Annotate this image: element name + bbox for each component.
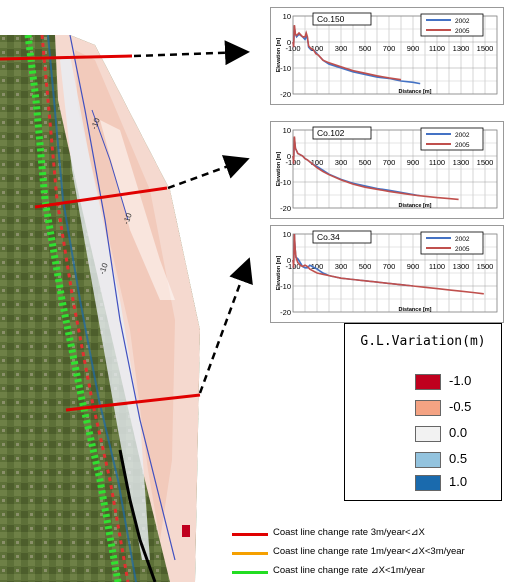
coastline-label: Coast line change rate 3m/year<⊿X [273, 527, 425, 538]
legend-swatch [415, 475, 441, 491]
x-tick-label: 900 [407, 44, 420, 53]
coastline-swatch [232, 533, 268, 536]
x-tick-label: 700 [383, 262, 396, 271]
x-tick-label: 1300 [453, 158, 470, 167]
x-tick-label: 700 [383, 158, 396, 167]
coastline-label: Coast line change rate ⊿X<1m/year [273, 565, 425, 576]
legend-swatch [415, 426, 441, 442]
y-axis-label: Elevation [m] [276, 38, 282, 73]
x-tick-label: 1500 [477, 44, 494, 53]
x-tick-label: 500 [359, 158, 372, 167]
y-tick-label: 0 [287, 152, 291, 161]
shoreline-green [24, 35, 122, 582]
x-tick-label: 100 [311, 262, 324, 271]
series-legend-box [420, 127, 484, 151]
legend-title: G.L.Variation(m) [360, 334, 486, 349]
y-tick-label: 0 [287, 38, 291, 47]
x-tick-label: 500 [359, 262, 372, 271]
y-tick-label: -20 [280, 308, 291, 317]
x-tick-label: 1100 [429, 44, 445, 53]
section-line-co102 [34, 186, 168, 209]
legend-label: -1.0 [449, 373, 472, 388]
series-legend-box [420, 13, 484, 37]
series-legend-label: 2002 [455, 132, 470, 139]
x-tick-label: -100 [285, 44, 300, 53]
coastline-swatch [232, 552, 268, 555]
y-tick-label: -20 [280, 90, 291, 99]
gl-variation-legend: G.L.Variation(m) -1.0 -0.5 0.0 0.5 1.0 [344, 323, 502, 501]
x-tick-label: 300 [335, 44, 348, 53]
x-tick-label: 700 [383, 44, 396, 53]
section-line-co34 [65, 393, 201, 412]
series-legend-label: 2002 [455, 18, 470, 25]
profile-label: Co.102 [317, 128, 345, 138]
profile-label: Co.34 [317, 232, 340, 242]
coastline-legend-item: Coast line change rate ⊿X<1m/year [232, 565, 513, 579]
x-tick-label: 1100 [429, 262, 445, 271]
legend-swatch [415, 374, 441, 390]
profile-chart-co34: 10 0 -10 -20 -100 100 300 500 700 900 1100 1300 1500… [270, 225, 504, 323]
profile-chart-co102: 10 0 -10 -20 -100 100 300 500 700 900 1100 1300 1500… [270, 121, 504, 219]
x-tick-label: 1500 [477, 262, 494, 271]
y-tick-label: -10 [280, 64, 291, 73]
x-tick-label: 300 [335, 262, 348, 271]
y-axis-label: Elevation [m] [276, 256, 282, 291]
y-tick-label: -20 [280, 204, 291, 213]
coastline-label: Coast line change rate 1m/year<⊿X<3m/yea… [273, 546, 465, 557]
y-tick-label: 10 [283, 230, 291, 239]
legend-swatch [415, 452, 441, 468]
y-tick-label: 10 [283, 126, 291, 135]
section-line-co150 [0, 54, 133, 61]
profile-label-box [312, 230, 372, 244]
coastline-legend-item: Coast line change rate 3m/year<⊿X [232, 527, 513, 541]
x-tick-label: 300 [335, 158, 348, 167]
coastal-variation-map: -10 -10 -10 [0, 35, 201, 582]
y-tick-label: -10 [280, 178, 291, 187]
x-tick-label: 500 [359, 44, 372, 53]
x-tick-label: 1500 [477, 158, 494, 167]
contour-label-3: -10 [97, 261, 110, 275]
legend-label: 0.5 [449, 451, 468, 466]
coastline-swatch [232, 571, 268, 574]
series-legend-label: 2005 [455, 142, 470, 149]
plot-frame [292, 15, 498, 95]
profile-label-box [312, 126, 372, 140]
profile-label: Co.150 [317, 14, 345, 24]
profile-chart-co150: 10 0 -10 -20 -100 100 300 500 700 900 1100 1300 1500… [270, 7, 504, 105]
series-line-2005 [292, 233, 484, 295]
x-tick-label: 1300 [453, 44, 470, 53]
legend-label: -0.5 [449, 399, 472, 414]
x-tick-label: 900 [407, 158, 420, 167]
plot-frame [292, 129, 498, 209]
x-axis-label: Distance [m] [398, 89, 431, 95]
x-tick-label: 100 [311, 158, 324, 167]
legend-label: 0.0 [449, 425, 468, 440]
series-line-2005 [292, 25, 402, 81]
legend-label: 1.0 [449, 474, 468, 489]
contour-label-2: -10 [121, 211, 134, 225]
y-tick-label: 0 [287, 256, 291, 265]
x-tick-label: 1100 [429, 158, 445, 167]
y-axis-label: Elevation [m] [276, 152, 282, 187]
y-tick-label: 10 [283, 12, 291, 21]
series-legend-label: 2005 [455, 246, 470, 253]
coastline-legend-item: Coast line change rate 1m/year<⊿X<3m/yea… [232, 546, 513, 560]
contour-line [69, 35, 176, 561]
x-tick-label: 1300 [453, 262, 470, 271]
contour-label-1: -10 [89, 116, 102, 130]
series-legend-label: 2002 [455, 236, 470, 243]
x-axis-label: Distance [m] [398, 307, 431, 313]
profile-label-box [312, 12, 372, 26]
series-legend-box [420, 231, 484, 255]
y-tick-label: -10 [280, 282, 291, 291]
legend-swatch [415, 400, 441, 416]
series-line-2005 [292, 136, 459, 201]
x-tick-label: 900 [407, 262, 420, 271]
series-legend-label: 2005 [455, 28, 470, 35]
plot-frame [292, 233, 498, 313]
x-axis-label: Distance [m] [398, 203, 431, 209]
x-tick-label: 100 [311, 44, 324, 53]
